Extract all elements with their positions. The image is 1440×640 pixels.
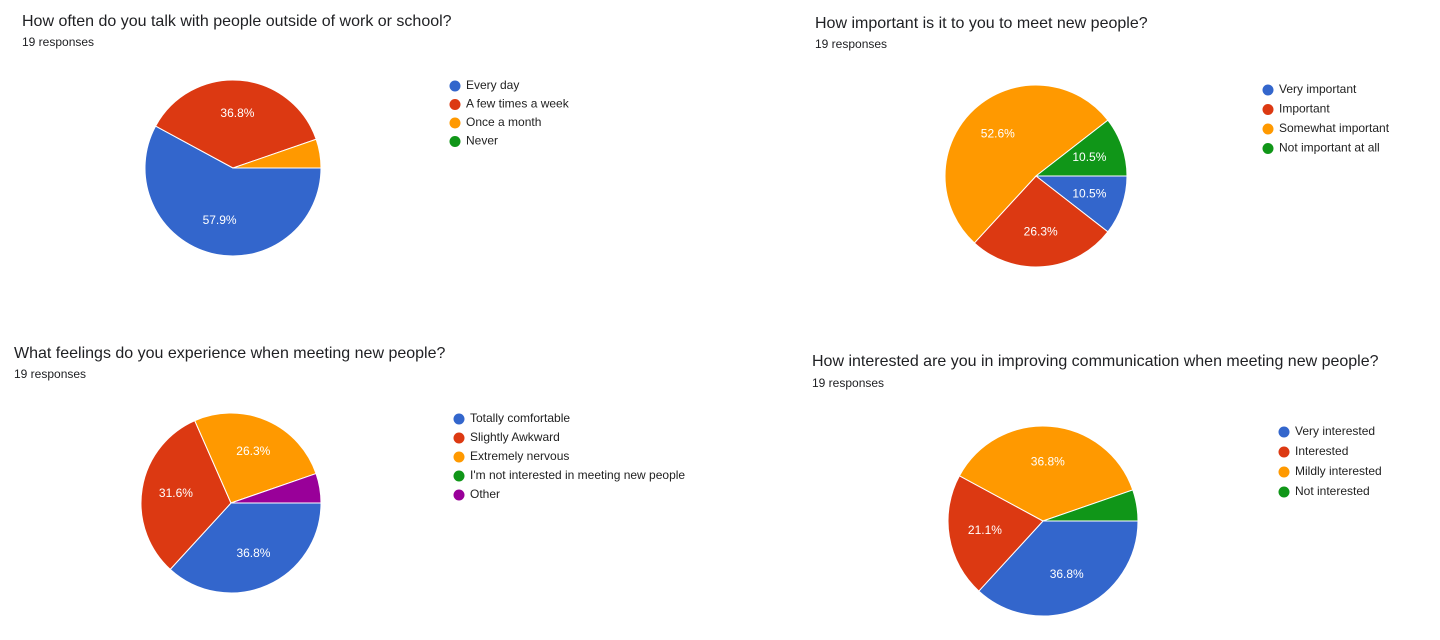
legend-label: Totally comfortable [470, 411, 570, 425]
chart-subtitle: 19 responses [14, 367, 86, 381]
chart-subtitle: 19 responses [812, 376, 884, 390]
legend-swatch [1262, 84, 1274, 96]
legend-swatch [453, 451, 465, 463]
slice-label: 26.3% [236, 444, 270, 458]
pie-slice [978, 520, 1139, 617]
pie-slice [169, 502, 322, 594]
chart-subtitle: 19 responses [815, 37, 887, 51]
legend-label: Important [1279, 102, 1330, 116]
legend-label: Interested [1295, 444, 1348, 458]
pie-slice [958, 425, 1134, 522]
legend-label: Never [466, 134, 498, 148]
legend-label: Very interested [1295, 424, 1375, 438]
pie-slice [1034, 119, 1128, 177]
pie-slice [947, 475, 1044, 592]
slice-label: 26.3% [1024, 224, 1058, 238]
chart-title: How interested are you in improving comm… [812, 353, 1379, 370]
legend-label: Every day [466, 78, 519, 92]
legend-swatch [453, 470, 465, 482]
legend-swatch [1262, 123, 1274, 135]
pie-slice [140, 419, 232, 571]
slice-label: 36.8% [220, 106, 254, 120]
slice-label: 10.5% [1072, 186, 1106, 200]
legend-label: I'm not interested in meeting new people [470, 468, 685, 482]
legend-label: Not important at all [1279, 141, 1380, 155]
legend-swatch [1278, 486, 1290, 498]
pie-slice [144, 125, 322, 257]
pie-slice [944, 84, 1109, 244]
slice-label: 36.8% [236, 546, 270, 560]
slice-label: 57.9% [203, 213, 237, 227]
legend-swatch [449, 136, 461, 147]
pie-slice [230, 472, 322, 504]
legend-swatch [449, 80, 461, 92]
legend-swatch [453, 489, 465, 501]
slice-label: 10.5% [1072, 150, 1106, 164]
legend-label: Somewhat important [1279, 121, 1390, 135]
legend-label: A few times a week [466, 97, 570, 111]
pie-slice [194, 412, 317, 504]
legend-swatch [1278, 426, 1290, 438]
legend-label: Mildly interested [1295, 464, 1382, 478]
pie-slice [973, 175, 1109, 268]
legend-label: Slightly Awkward [470, 430, 560, 444]
legend-label: Extremely nervous [470, 449, 569, 463]
legend-swatch [453, 413, 465, 425]
chart-title: How important is it to you to meet new p… [815, 15, 1148, 32]
legend-swatch [453, 432, 465, 444]
legend-swatch [449, 99, 461, 110]
legend-swatch [1262, 104, 1274, 115]
slice-label: 21.1% [968, 523, 1002, 537]
pie-slice [1042, 489, 1139, 522]
slice-label: 36.8% [1050, 567, 1084, 581]
legend-swatch [1278, 466, 1290, 478]
pie-slice [154, 79, 317, 169]
legend-label: Not interested [1295, 484, 1370, 498]
legend-swatch [449, 117, 461, 129]
legend-label: Very important [1279, 82, 1357, 96]
slice-label: 52.6% [981, 127, 1015, 141]
chart-title: How often do you talk with people outsid… [22, 13, 452, 30]
chart-title: What feelings do you experience when mee… [14, 345, 445, 362]
chart-subtitle: 19 responses [22, 35, 94, 49]
legend-label: Once a month [466, 115, 541, 129]
legend-label: Other [470, 487, 500, 501]
legend-swatch [1278, 446, 1290, 458]
legend-swatch [1262, 143, 1274, 154]
slice-label: 31.6% [159, 486, 193, 500]
slice-label: 36.8% [1031, 454, 1065, 468]
